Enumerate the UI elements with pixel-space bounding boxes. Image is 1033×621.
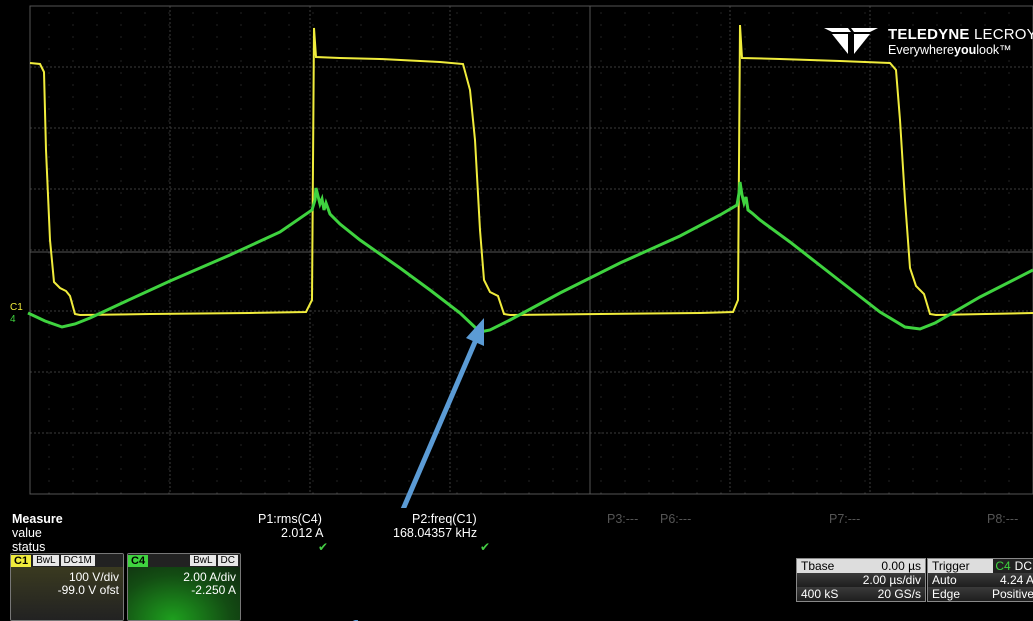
- trigger-level: 4.24 A: [999, 573, 1033, 587]
- measure-status-row-label: status: [12, 540, 46, 554]
- timebase-delay: 0.00 µs: [881, 559, 921, 573]
- c1-scale: 100 V/div: [68, 570, 119, 584]
- p7-label[interactable]: P7:---: [829, 512, 861, 526]
- c1-coupling: DC1M: [60, 555, 95, 566]
- c1-descriptor[interactable]: C1 BwL DC1M 100 V/div -99.0 V ofst: [10, 553, 124, 621]
- c1-ground-marker: C1: [10, 302, 23, 313]
- c4-name: C4: [128, 554, 149, 567]
- svg-text:C1: C1: [10, 302, 23, 313]
- logo-tagline-c: look: [976, 43, 1000, 57]
- c4-offset: -2.250 A: [191, 583, 236, 597]
- logo-brand-bold: TELEDYNE: [888, 26, 970, 43]
- logo-tagline-a: Everywhere: [888, 43, 954, 57]
- measure-value-row-label: value: [12, 526, 42, 540]
- logo-brand-thin: LECROY: [969, 26, 1033, 43]
- c4-scale: 2.00 A/div: [183, 570, 236, 584]
- c1-name: C1: [11, 554, 32, 567]
- c4-coupling: DC: [217, 555, 238, 566]
- lecroy-logo-icon: [824, 28, 878, 54]
- p1-value: 2.012 A: [281, 526, 324, 540]
- c1-bwl: BwL: [33, 555, 59, 566]
- p6-label[interactable]: P6:---: [660, 512, 692, 526]
- trigger-slope: Positive: [991, 587, 1033, 601]
- c4-bwl: BwL: [190, 555, 216, 566]
- logo-tagline-b: you: [954, 43, 977, 57]
- p3-label[interactable]: P3:---: [607, 512, 639, 526]
- c1-offset: -99.0 V ofst: [57, 583, 119, 597]
- p1-status-check-icon: ✔: [318, 540, 329, 554]
- trigger-coupling: DC: [1012, 559, 1033, 573]
- p2-value: 168.04357 kHz: [393, 526, 478, 540]
- p2-label[interactable]: P2:freq(C1): [412, 512, 477, 526]
- timebase-label: Tbase: [801, 559, 835, 573]
- timebase-samples: 400 kS: [801, 587, 839, 601]
- p1-label[interactable]: P1:rms(C4): [258, 512, 322, 526]
- teledyne-lecroy-logo: TELEDYNE LECROY Everywhereyoulook™: [818, 26, 1033, 66]
- timebase-descriptor[interactable]: Tbase 0.00 µs 2.00 µs/div 400 kS 20 GS/s: [796, 558, 926, 602]
- measure-title[interactable]: Measure: [12, 512, 63, 526]
- timebase-rate: 20 GS/s: [877, 587, 921, 601]
- trigger-mode: Auto: [932, 573, 957, 587]
- trigger-type: Edge: [932, 587, 961, 601]
- svg-text:4: 4: [10, 314, 16, 325]
- trigger-source: C4: [993, 559, 1013, 573]
- c4-descriptor[interactable]: C4 BwL DC 2.00 A/div -2.250 A: [127, 553, 241, 621]
- c4-ground-marker: 4: [10, 314, 16, 325]
- c1-trace: [29, 24, 1033, 317]
- timebase-scale: 2.00 µs/div: [862, 573, 921, 587]
- center-axis: [30, 6, 1033, 494]
- trigger-descriptor[interactable]: Trigger C4 DC Auto 4.24 A Edge Positive: [927, 558, 1033, 602]
- p2-status-check-icon: ✔: [480, 540, 491, 554]
- p8-label[interactable]: P8:---: [987, 512, 1019, 526]
- measure-panel: Measure value status P1:rms(C4) 2.012 A …: [0, 508, 1033, 621]
- trigger-label: Trigger: [932, 559, 970, 573]
